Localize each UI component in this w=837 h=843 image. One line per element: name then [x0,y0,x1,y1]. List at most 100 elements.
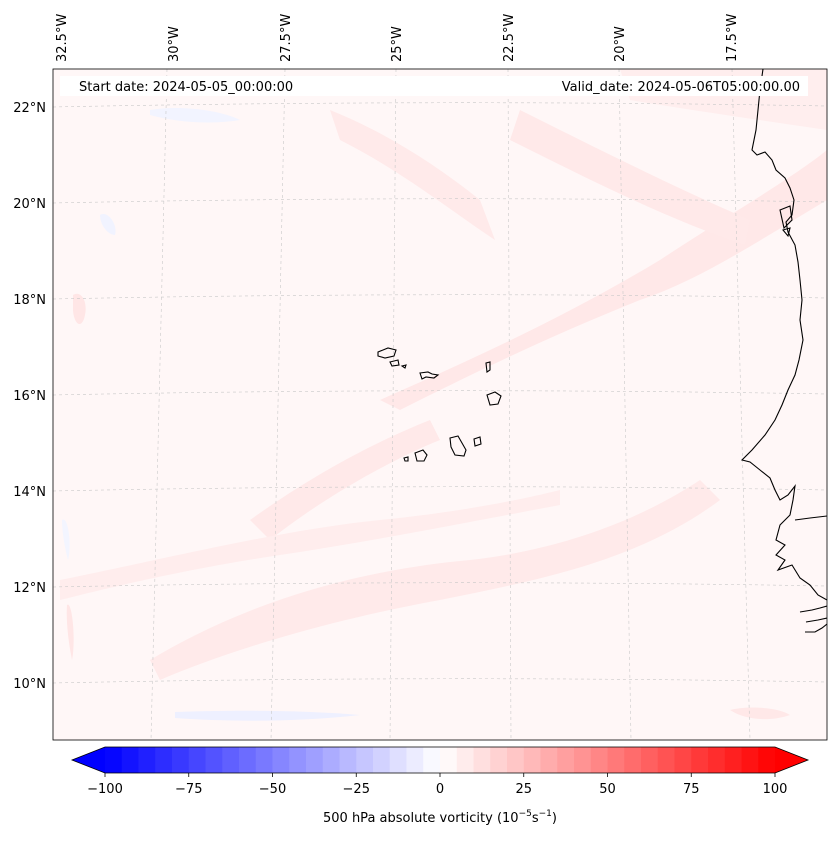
parallel-gridline [53,486,827,492]
lon-label-25w: 25°W [390,26,405,62]
colorbar-segment [255,747,273,773]
colorbar-segment [121,747,139,773]
parallel-gridline [53,390,827,396]
lon-label-32-5w: 32.5°W [55,14,70,62]
colorbar-tick-label: 25 [515,782,532,797]
colorbar-tick-label: −25 [343,782,370,797]
colorbar-segment [641,747,659,773]
lat-label-18n: 18°N [13,293,46,308]
meridian-gridline [618,69,632,740]
colorbar-tick-labels: −100 −75 −50 −25 0 25 50 75 100 [87,782,787,797]
latitude-labels: 22°N 20°N 18°N 16°N 14°N 12°N 10°N [13,101,46,692]
colorbar-segment [607,747,625,773]
colorbar-segment [339,747,357,773]
island-santiago [449,435,467,457]
header-band [60,76,808,96]
colorbar-tick-label: 0 [436,782,444,797]
vorticity-streak [250,420,440,540]
cape-verde-islands [377,347,502,462]
colorbar-extend-min [72,747,105,773]
colorbar-segment [289,747,307,773]
lat-label-10n: 10°N [13,677,46,692]
lat-label-22n: 22°N [13,101,46,116]
vorticity-streak [73,293,86,325]
africa-coastline [805,617,827,623]
parallel-gridline [53,582,827,588]
lon-label-30w: 30°W [167,26,182,62]
vorticity-streak [510,110,750,245]
parallel-gridline [53,102,827,108]
lon-label-20w: 20°W [613,26,628,62]
island-maio [473,436,482,447]
map-background [53,69,827,740]
colorbar-segment [523,747,541,773]
colorbar-tick-label: −50 [259,782,286,797]
vorticity-streak [150,480,720,680]
colorbar-segment [356,747,374,773]
coastlines [740,69,827,633]
vorticity-negative-patch [150,108,240,123]
africa-coastline [794,515,827,521]
start-date-label: Start date: 2024-05-05_00:00:00 [79,80,293,95]
vorticity-streak [60,490,560,600]
longitude-labels: 32.5°W 30°W 27.5°W 25°W 22.5°W 20°W 17.5… [55,14,740,62]
vorticity-negative-patch [100,214,116,235]
colorbar: −100 −75 −50 −25 0 25 50 75 100 500 hPa … [70,746,810,826]
island-brava [403,456,409,462]
colorbar-segment [389,747,407,773]
colorbar-segment [138,747,156,773]
colorbar-segment [373,747,391,773]
colorbar-segment [440,747,458,773]
colorbar-segment [172,747,190,773]
colorbar-segment [222,747,240,773]
colorbar-tick-label: −75 [175,782,202,797]
colorbar-segment [456,747,474,773]
vorticity-streak [330,110,495,240]
africa-coastline [799,605,827,613]
colorbar-segment [306,747,324,773]
parallel-gridline [53,198,827,204]
lat-label-12n: 12°N [13,581,46,596]
colorbar-segment [490,747,508,773]
colorbar-tick-label: 50 [599,782,616,797]
parallel-gridline [53,678,827,684]
colorbar-segment [657,747,675,773]
island-sao-vicente [389,359,400,367]
colorbar-segment [406,747,424,773]
meridian-gridline [389,69,397,740]
vorticity-streak [730,707,790,720]
lon-label-22-5w: 22.5°W [502,14,517,62]
colorbar-extend-max [775,747,808,773]
colorbar-segment [105,747,123,773]
vorticity-streak [66,604,74,660]
colorbar-segment [691,747,709,773]
colorbar-segment [741,747,759,773]
island-santo-antao [377,347,397,359]
colorbar-tick-label: −100 [87,782,123,797]
parallel-gridline [53,294,827,300]
africa-coastline [779,205,793,230]
island-sao-nicolau [419,371,440,380]
lon-label-27-5w: 27.5°W [279,14,294,62]
colorbar-ticks [104,773,776,777]
colorbar-segment [507,747,525,773]
lon-label-17-5w: 17.5°W [725,14,740,62]
colorbar-segment [674,747,692,773]
colorbar-segments [72,747,808,773]
lat-label-14n: 14°N [13,485,46,500]
colorbar-segment [624,747,642,773]
colorbar-segment [322,747,340,773]
colorbar-segment [155,747,173,773]
colorbar-segment [239,747,257,773]
map-frame [52,68,828,741]
meridian-gridline [507,69,512,740]
colorbar-segment [758,747,776,773]
meridian-gridline [731,69,751,740]
colorbar-segment [557,747,575,773]
colorbar-segment [205,747,223,773]
vorticity-negative-patch [62,519,70,560]
valid-date-label: Valid_date: 2024-05-06T05:00:00.00 [562,80,800,95]
island-fogo [414,449,428,462]
